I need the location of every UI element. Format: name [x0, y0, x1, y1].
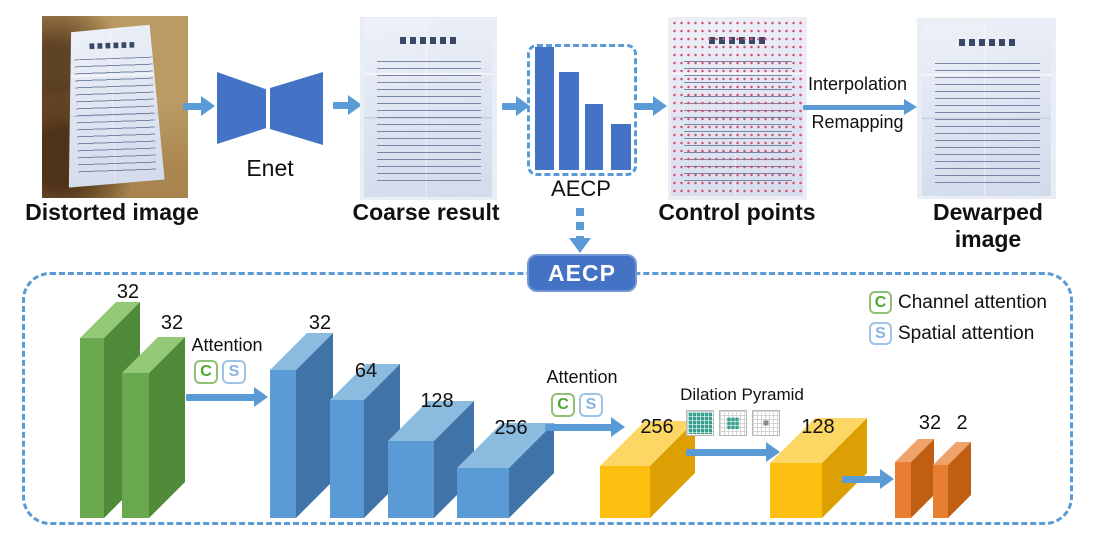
attention-arrow-1 — [186, 387, 268, 407]
legend-channel-chip: C — [869, 291, 892, 314]
dashed-down-arrow — [576, 208, 584, 238]
dilation-grid-icon-1 — [686, 410, 714, 436]
stage-label-dewarped: Dewarped image — [933, 199, 1043, 252]
legend-channel-label: Channel attention — [898, 292, 1047, 313]
stage-label-coarse: Coarse result — [352, 199, 500, 225]
feature-bar-4 — [611, 124, 631, 170]
coarse-result-thumbnail — [360, 17, 497, 200]
stage-label-distorted: Distorted image — [25, 199, 199, 225]
dilation-arrow — [686, 442, 780, 462]
arrow-label-remapping: Remapping — [811, 112, 904, 132]
spatial-attention-chip-2: S — [579, 393, 603, 417]
channel-attention-chip-1: C — [194, 360, 218, 384]
distorted-image-thumbnail — [42, 16, 188, 198]
dim-label-yellow-2: 128 — [801, 416, 835, 438]
flow-arrow-1 — [183, 96, 215, 116]
document-paper — [364, 19, 492, 197]
dim-label-yellow-1: 256 — [640, 416, 674, 438]
dim-label-blue-4: 256 — [494, 417, 528, 439]
aecp-node-box — [527, 44, 637, 176]
dilation-grid-icon-3 — [752, 410, 780, 436]
document-paper — [922, 21, 1051, 196]
legend-spatial-chip: S — [869, 322, 892, 345]
enet-encoder-shape — [217, 72, 266, 144]
dim-label-blue-1: 32 — [308, 312, 332, 334]
attention-label-1: Attention — [191, 335, 263, 355]
dilation-grid-icon-2 — [719, 410, 747, 436]
document-paper — [671, 19, 803, 196]
feature-bar-2 — [559, 72, 579, 170]
dim-label-green-2: 32 — [160, 312, 184, 334]
flow-arrow-3 — [502, 96, 530, 116]
dewarped-image-thumbnail — [917, 18, 1056, 199]
document-text-lines — [935, 63, 1040, 186]
feature-bar-3 — [585, 104, 603, 170]
document-text-lines — [377, 61, 481, 187]
arrow-label-interpolation: Interpolation — [807, 74, 908, 94]
control-point-grid-overlay — [671, 19, 803, 196]
document-title-marks — [922, 39, 1051, 46]
spatial-attention-chip-1: S — [222, 360, 246, 384]
stage-label-aecp: AECP — [551, 176, 611, 201]
channel-attention-chip-2: C — [551, 393, 575, 417]
dim-label-orange-1: 32 — [918, 412, 942, 434]
flow-arrow-4 — [635, 96, 667, 116]
stage-label-enet: Enet — [246, 155, 294, 181]
dashed-down-arrowhead-icon — [569, 238, 591, 253]
dilation-pyramid-label: Dilation Pyramid — [680, 385, 804, 404]
flow-arrow-2 — [333, 95, 362, 115]
document-title-marks — [364, 37, 492, 44]
attention-arrow-2 — [545, 417, 625, 437]
enet-decoder-shape — [270, 72, 323, 145]
dim-label-blue-3: 128 — [420, 390, 454, 412]
dim-label-orange-2: 2 — [956, 412, 968, 434]
stage-label-control: Control points — [658, 199, 816, 225]
output-arrow — [842, 469, 894, 489]
document-paper — [63, 24, 165, 187]
attention-label-2: Attention — [546, 367, 618, 387]
dim-label-green-1: 32 — [116, 281, 140, 303]
flow-arrow-5 — [803, 99, 917, 115]
feature-bar-1 — [535, 47, 554, 170]
legend-spatial-label: Spatial attention — [898, 323, 1035, 344]
aecp-badge: AECP — [527, 254, 637, 292]
document-text-lines — [74, 57, 156, 178]
control-points-thumbnail — [668, 17, 807, 200]
dim-label-blue-2: 64 — [354, 360, 378, 382]
